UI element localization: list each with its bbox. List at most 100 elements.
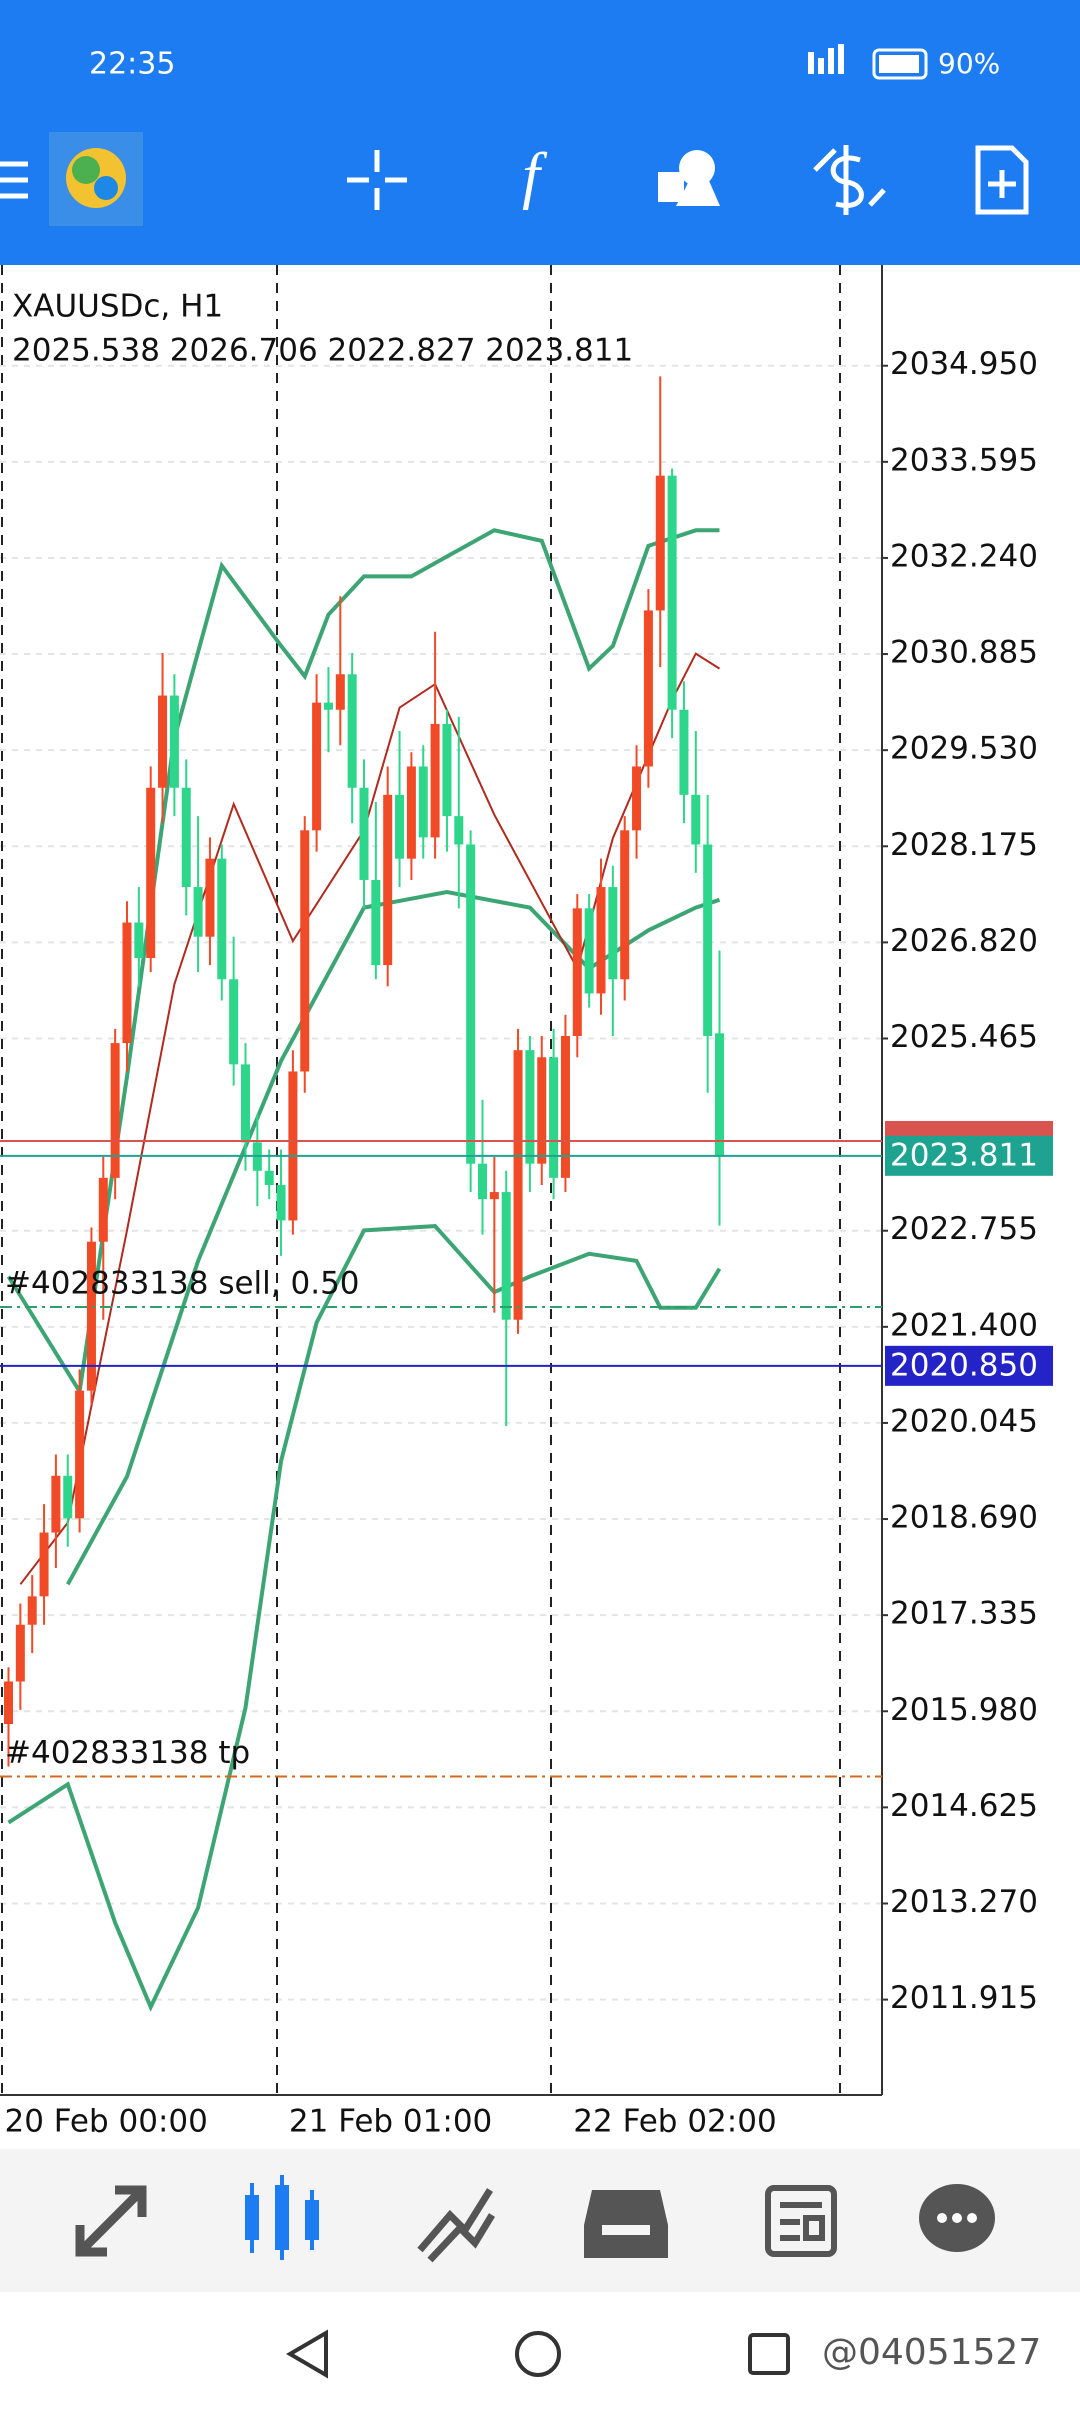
trade-tab[interactable] (417, 2188, 495, 2263)
candle-body (146, 787, 156, 958)
app-logo[interactable] (49, 132, 143, 226)
y-tick-label: 2032.240 (890, 538, 1038, 574)
home-button[interactable] (515, 2331, 561, 2377)
menu-button[interactable] (0, 161, 28, 199)
candle-body (193, 887, 203, 937)
y-tick-label: 2014.625 (890, 1788, 1038, 1824)
y-tick-label: 2017.335 (890, 1596, 1038, 1632)
price-label-box (885, 1345, 1053, 1386)
battery-level (879, 55, 919, 73)
candle-body (620, 830, 630, 980)
y-tick-label: 2029.530 (890, 731, 1038, 767)
candle-body (549, 1057, 559, 1178)
candle-body (478, 1163, 487, 1200)
news-tab[interactable] (765, 2185, 837, 2257)
chart-title: XAUUSDc, H1 (12, 289, 223, 325)
candle-body (264, 1170, 274, 1185)
x-tick-label: 20 Feb 00:00 (5, 2104, 208, 2140)
chart: 2034.950 2033.595 2032.240 2030.885 2029.530… (0, 265, 1053, 2096)
candle-body (122, 922, 132, 1044)
y-tick-label: 2028.175 (890, 827, 1038, 863)
y-tick-label: 2025.465 (890, 1019, 1038, 1055)
candle-body (383, 794, 393, 966)
price-label: 2020.850 (890, 1347, 1038, 1383)
candle-body (158, 695, 168, 788)
candle-body (312, 702, 322, 831)
candle-body (205, 858, 215, 937)
price-label-box (885, 1135, 1053, 1176)
candle-body (560, 1036, 570, 1178)
candle-body (134, 922, 144, 958)
candle-body (63, 1475, 73, 1519)
candle-body (513, 1050, 523, 1320)
y-tick-label: 2015.980 (890, 1692, 1038, 1728)
candle-body (371, 879, 381, 966)
candle-body (489, 1192, 499, 1200)
candle-body (537, 1057, 547, 1164)
candle-body (572, 908, 582, 1037)
signal-icon (808, 44, 844, 74)
indicator-line (7, 1224, 722, 2012)
y-tick-label: 2011.915 (890, 1980, 1038, 2016)
quotes-tab[interactable] (75, 2185, 147, 2257)
candle-body (466, 844, 476, 1164)
recents-button[interactable] (748, 2333, 790, 2375)
indicator-line (66, 889, 721, 1586)
y-tick-label: 2022.755 (890, 1211, 1038, 1247)
order-label: #402833138 sell, 0.50 (5, 1265, 360, 1301)
battery-icon (872, 48, 928, 80)
x-tick-label: 22 Feb 02:00 (573, 2104, 776, 2140)
candle-body (715, 1033, 724, 1156)
trade-button[interactable] (813, 145, 886, 215)
clock: 22:35 (89, 47, 175, 82)
candle-body (229, 979, 239, 1065)
y-tick-label: 2034.950 (890, 346, 1038, 382)
candle-body (655, 475, 665, 611)
y-tick-label: 2030.885 (890, 635, 1038, 671)
indicator-line (6, 528, 720, 1398)
candle-body (75, 1390, 85, 1519)
bottom-nav (0, 2149, 1080, 2292)
y-tick-label: 2033.595 (890, 442, 1038, 478)
candle-body (667, 475, 677, 710)
candle-body (241, 1064, 250, 1143)
crosshair-button[interactable] (347, 150, 407, 210)
candle-body (347, 674, 357, 788)
candle-body (418, 766, 428, 838)
candle-body (454, 816, 464, 845)
indicator-line (19, 652, 721, 1585)
candle-body (430, 723, 440, 838)
candle-body (608, 887, 618, 980)
candle-body (51, 1475, 61, 1533)
watermark: @04051527 (822, 2332, 1041, 2373)
back-button[interactable] (286, 2329, 328, 2379)
new-order-button[interactable] (975, 145, 1029, 215)
y-tick-label: 2021.400 (890, 1307, 1038, 1343)
candle-body (501, 1192, 511, 1320)
chat-tab[interactable] (919, 2184, 995, 2252)
header (0, 0, 1080, 265)
candle-body (27, 1596, 37, 1625)
candle-body (679, 709, 689, 795)
candle-body (300, 830, 310, 1072)
history-tab[interactable] (584, 2190, 668, 2258)
y-tick-label: 2018.690 (890, 1500, 1038, 1536)
x-tick-label: 21 Feb 01:00 (289, 2104, 492, 2140)
chart-tab[interactable] (245, 2175, 319, 2260)
ohlc-text: 2025.538 2026.706 2022.827 2023.811 (12, 333, 633, 369)
candle-body (525, 1050, 535, 1164)
candle-body (288, 1071, 298, 1221)
y-tick-label: 2020.045 (890, 1403, 1038, 1439)
candle-body (335, 674, 345, 710)
candle-body (98, 1177, 108, 1242)
battery-text: 90% (938, 47, 1000, 80)
candle-body (703, 844, 713, 1037)
candle-body (217, 858, 227, 980)
objects-button[interactable] (658, 150, 720, 206)
candle-body (584, 908, 594, 994)
y-tick-label: 2013.270 (890, 1884, 1038, 1920)
candle-body (181, 787, 191, 888)
